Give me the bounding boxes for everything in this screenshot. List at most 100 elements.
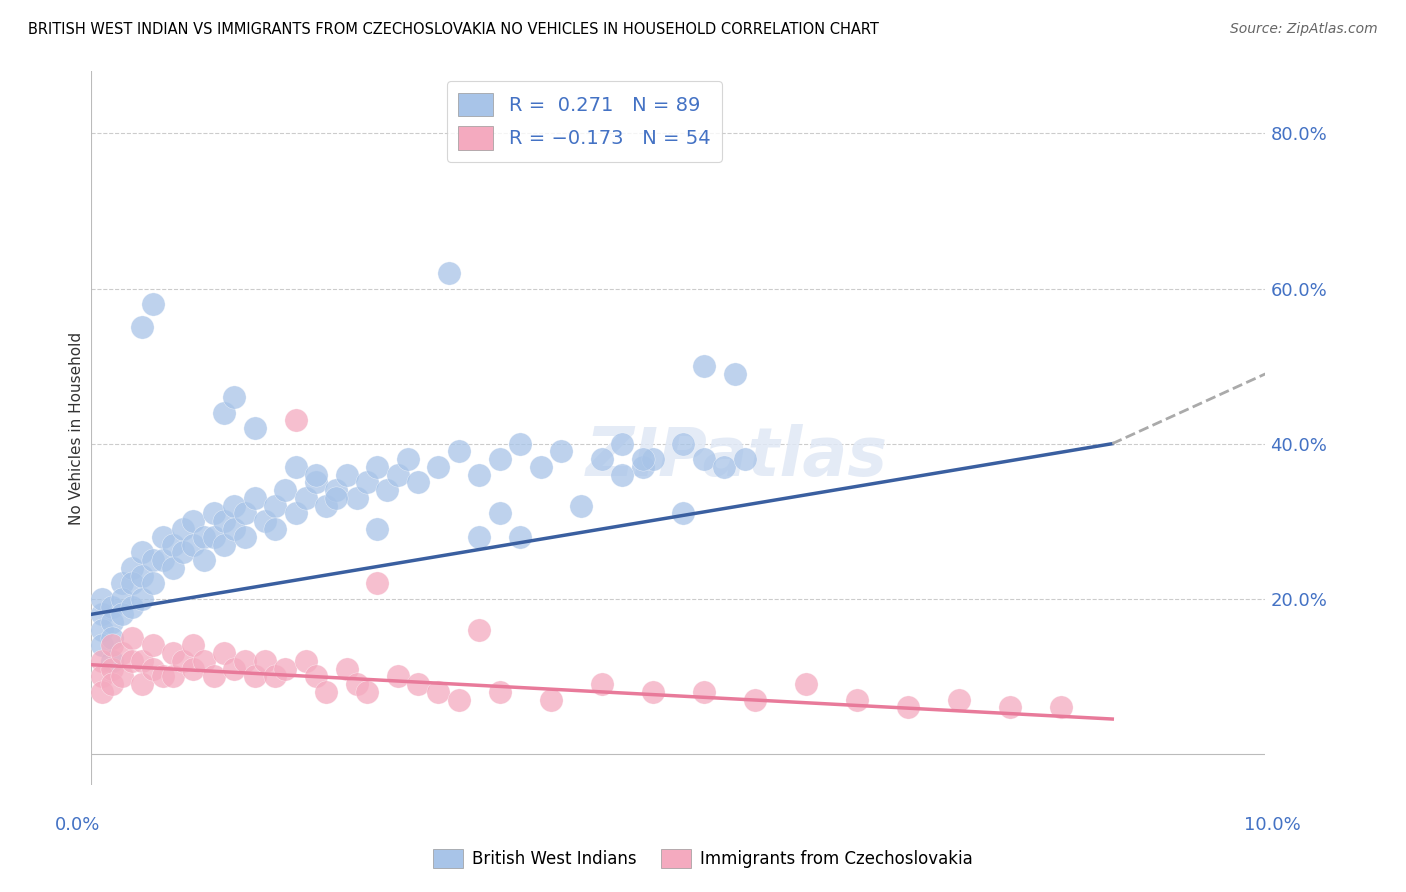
Point [305,669,328,683]
Point [641,685,664,699]
Point [274,483,297,498]
Point [571,499,593,513]
Point [101,599,124,614]
Point [427,685,450,699]
Point [111,576,134,591]
Point [427,459,450,474]
Point [315,499,337,513]
Point [356,475,378,490]
Point [111,591,134,606]
Point [193,553,215,567]
Text: BRITISH WEST INDIAN VS IMMIGRANTS FROM CZECHOSLOVAKIA NO VEHICLES IN HOUSEHOLD C: BRITISH WEST INDIAN VS IMMIGRANTS FROM C… [28,22,879,37]
Point [101,631,124,645]
Point [437,266,460,280]
Point [111,607,134,622]
Point [509,436,531,450]
Point [550,444,572,458]
Point [90,607,112,622]
Point [101,638,124,652]
Point [641,452,664,467]
Point [121,599,143,614]
Point [387,467,409,482]
Point [193,654,215,668]
Legend: R =  0.271   N = 89, R = −0.173   N = 54: R = 0.271 N = 89, R = −0.173 N = 54 [447,81,723,161]
Point [591,452,613,467]
Point [387,669,409,683]
Point [366,576,388,591]
Point [212,537,235,551]
Point [142,638,165,652]
Point [305,475,328,490]
Point [468,623,491,637]
Point [612,467,634,482]
Point [253,514,276,528]
Point [356,685,378,699]
Point [794,677,817,691]
Point [672,436,695,450]
Point [142,662,165,676]
Point [233,507,256,521]
Point [264,669,287,683]
Point [693,685,716,699]
Point [447,444,470,458]
Point [294,654,316,668]
Point [183,514,205,528]
Point [101,654,124,668]
Point [897,700,920,714]
Legend: British West Indians, Immigrants from Czechoslovakia: British West Indians, Immigrants from Cz… [427,842,979,875]
Point [591,677,613,691]
Point [183,662,205,676]
Point [264,499,287,513]
Point [162,646,184,660]
Point [366,522,388,536]
Point [90,685,112,699]
Point [172,654,194,668]
Point [672,507,695,521]
Point [183,537,205,551]
Point [233,654,256,668]
Y-axis label: No Vehicles in Household: No Vehicles in Household [69,332,84,524]
Point [224,662,246,676]
Point [274,662,297,676]
Point [315,685,337,699]
Point [325,491,347,505]
Point [101,615,124,629]
Point [447,692,470,706]
Point [233,530,256,544]
Point [284,459,307,474]
Point [723,367,745,381]
Point [1050,700,1073,714]
Point [336,662,359,676]
Point [183,638,205,652]
Point [396,452,419,467]
Point [294,491,316,505]
Point [212,646,235,660]
Point [224,390,246,404]
Point [111,646,134,660]
Point [152,553,174,567]
Text: 10.0%: 10.0% [1244,816,1301,834]
Point [162,561,184,575]
Point [488,685,510,699]
Point [468,467,491,482]
Point [224,499,246,513]
Text: ZIPatlas: ZIPatlas [586,424,889,490]
Point [336,467,359,482]
Point [325,483,347,498]
Point [529,459,551,474]
Point [101,677,124,691]
Point [612,436,634,450]
Point [693,452,716,467]
Point [488,507,510,521]
Point [468,530,491,544]
Point [406,475,429,490]
Point [172,522,194,536]
Point [846,692,869,706]
Point [202,507,225,521]
Text: Source: ZipAtlas.com: Source: ZipAtlas.com [1230,22,1378,37]
Point [253,654,276,668]
Point [131,545,153,559]
Point [305,467,328,482]
Point [193,530,215,544]
Point [631,459,654,474]
